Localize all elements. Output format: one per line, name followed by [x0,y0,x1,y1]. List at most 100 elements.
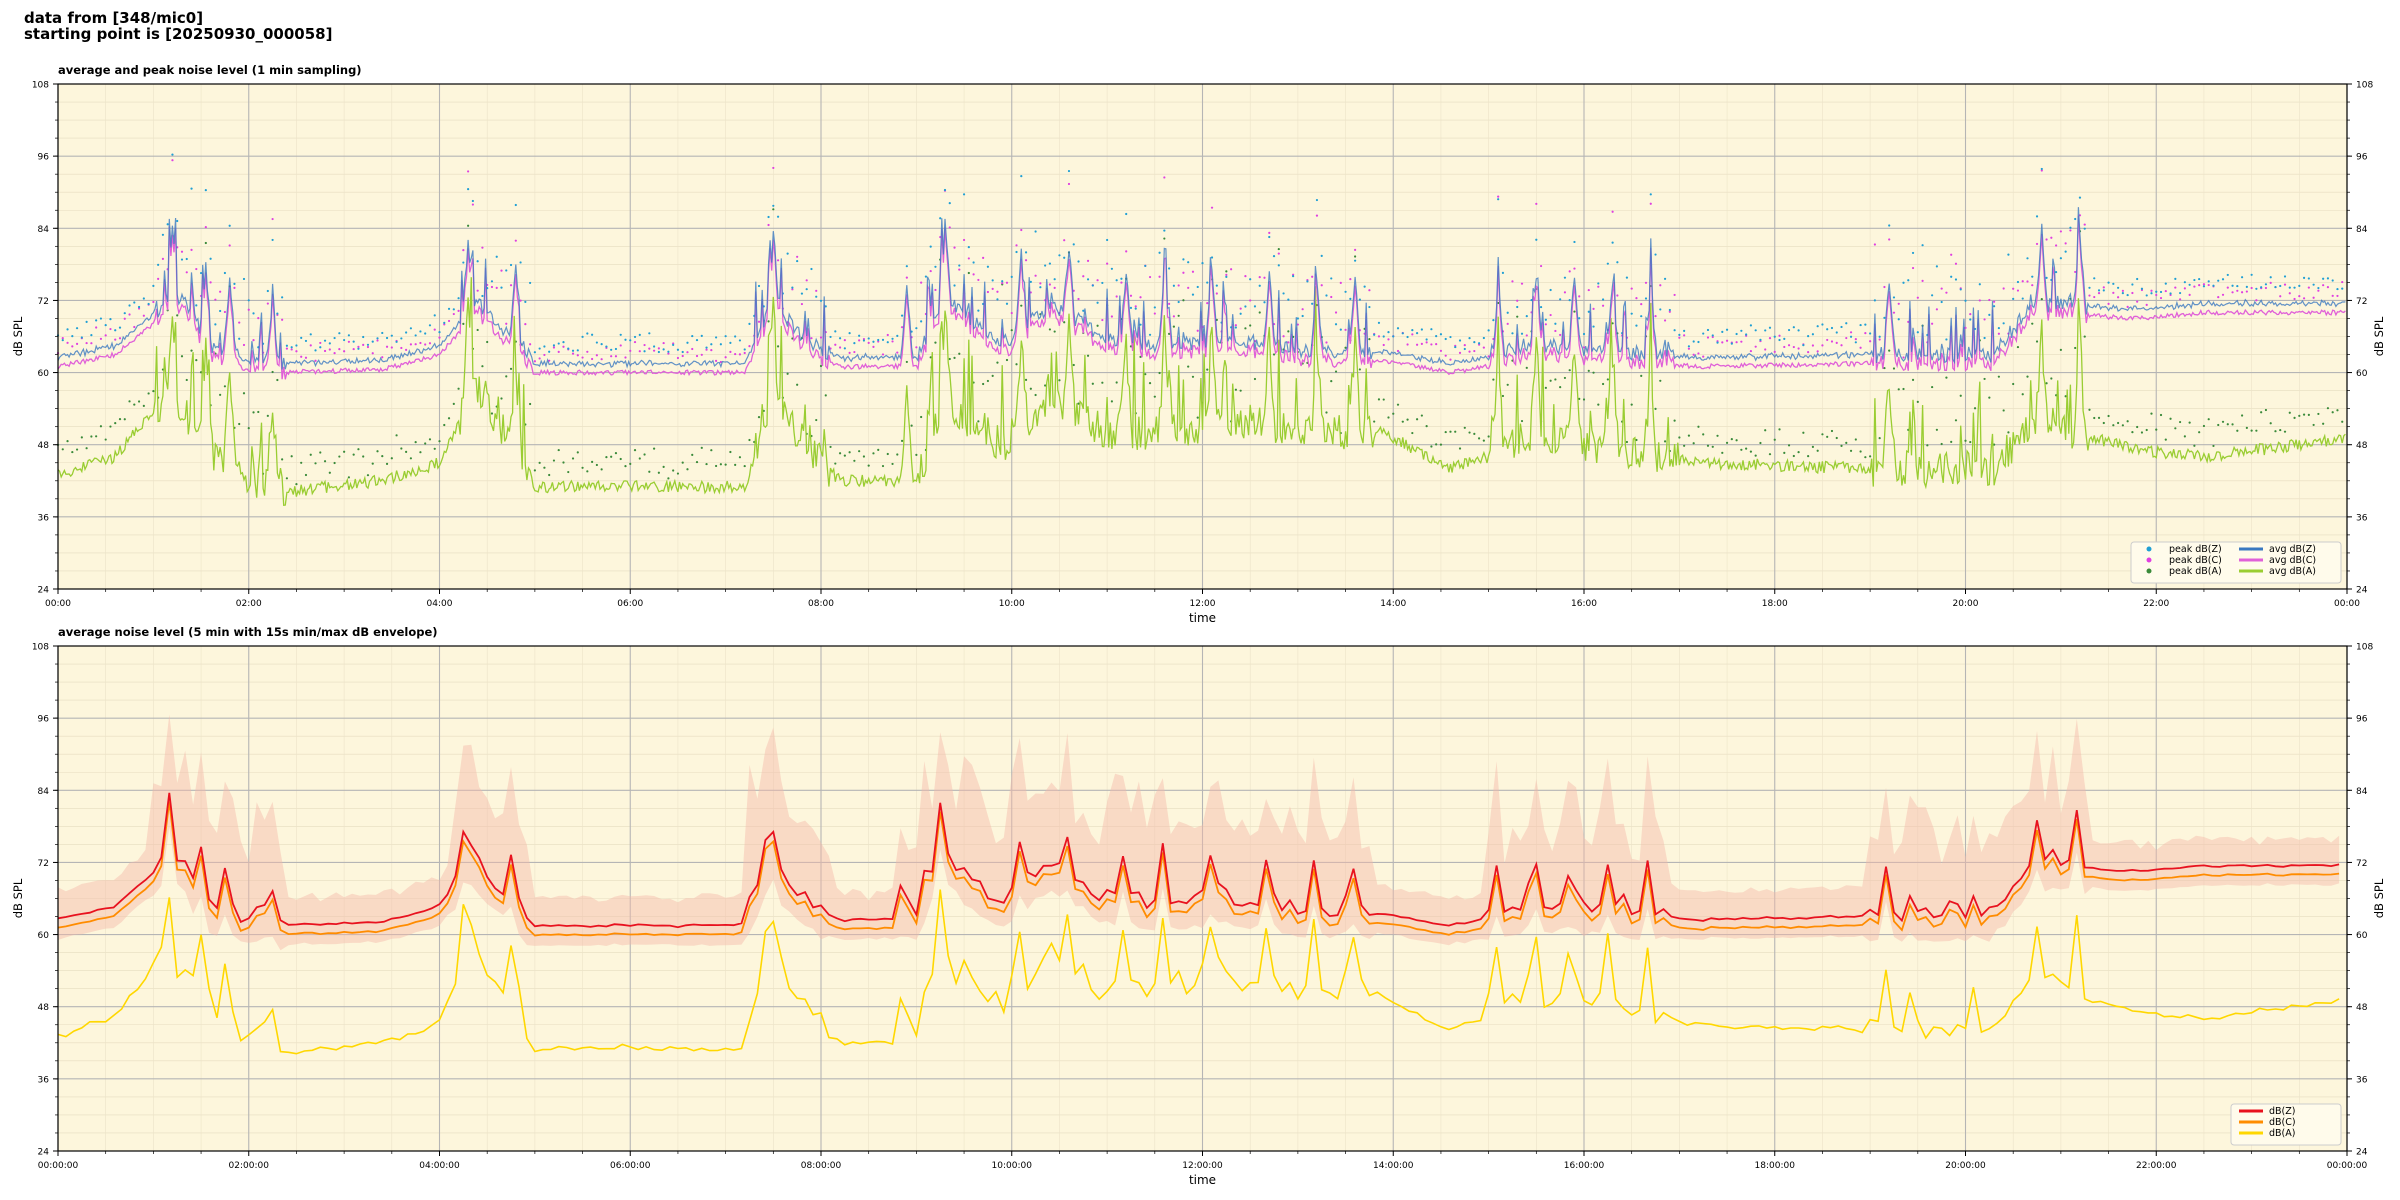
peak-z-point [1024,251,1028,254]
peak-z-point [128,304,131,307]
peak-z-point [61,339,64,342]
chart-title: average noise level (5 min with 15s min/… [58,625,438,639]
peak-a-point [352,453,355,456]
peak-a-point [1091,382,1094,385]
peak-c-point [1754,345,1757,348]
peak-z-point [743,348,746,351]
peak-z-point [1320,254,1323,257]
peak-c-point [242,343,246,347]
peak-z-point [1616,261,1619,264]
y-tick-label: 108 [32,81,49,91]
peak-a-point [643,453,646,456]
peak-a-point [66,440,69,443]
peak-c-point [2178,298,2182,301]
peak-z-point [1425,338,1428,341]
peak-z-point [1125,212,1128,216]
peak-c-point [543,353,546,357]
peak-z-point [1206,281,1209,284]
peak-a-point [99,425,103,428]
peak-z-point [1015,250,1018,254]
peak-c-point [1902,356,1905,359]
peak-a-point [1654,407,1657,410]
peak-z-point [1325,294,1328,297]
peak-a-point [772,208,775,211]
peak-z-point [2183,281,2186,284]
peak-z-point [705,346,708,349]
peak-z-point [1735,332,1738,336]
peak-a-point [2155,428,2158,431]
peak-z-point [1907,279,1910,282]
peak-z-point [180,258,184,261]
peak-z-point [2217,279,2220,282]
peak-a-point [1239,389,1242,392]
peak-c-point [2045,238,2048,241]
peak-z-point [114,329,117,332]
peak-c-point [1954,262,1958,265]
peak-z-point [233,282,236,285]
peak-z-point [1630,312,1633,315]
peak-z-point [2136,277,2139,281]
peak-c-point [314,359,317,362]
peak-z-point [638,333,641,336]
peak-a-point [2245,426,2248,429]
peak-z-point [1778,338,1781,342]
peak-c-point [2088,294,2091,297]
peak-a-point [1683,444,1686,447]
peak-z-point [1311,302,1314,305]
peak-a-point [1754,454,1757,457]
peak-a-point [2088,408,2091,411]
peak-a-point [1258,311,1261,314]
peak-z-point [1749,324,1753,327]
peak-a-point [1072,363,1075,367]
peak-a-point [2031,322,2034,325]
peak-a-point [2264,408,2268,412]
peak-z-point [1497,198,1500,201]
peak-z-point [576,349,579,352]
peak-a-point [953,356,956,359]
peak-z-point [1392,335,1395,338]
peak-a-point [1773,438,1776,441]
peak-a-point [2074,346,2077,350]
peak-a-point [848,451,851,454]
peak-a-point [705,462,708,466]
peak-z-point [977,309,980,312]
peak-z-point [1468,337,1471,340]
peak-a-point [571,457,575,460]
peak-c-point [180,250,184,253]
peak-z-point [242,277,246,281]
peak-c-point [1168,302,1171,306]
peak-a-point [610,455,613,458]
peak-c-point [1578,295,1581,298]
peak-z-point [1678,333,1681,336]
peak-c-point [1039,282,1042,285]
peak-z-point [972,261,975,264]
peak-c-point [1497,195,1500,198]
peak-z-point [805,288,808,291]
envelope-z [58,714,2340,951]
peak-c-point [2174,286,2177,289]
peak-z-point [633,335,637,339]
peak-z-point [2260,286,2263,289]
peak-a-point [1897,388,1900,391]
peak-c-point [2093,295,2096,299]
peak-z-point [1892,296,1896,299]
peak-a-point [133,403,136,406]
peak-a-point [2202,424,2206,428]
x-tick-label: 00:00:00 [38,1161,79,1171]
peak-c-point [1444,354,1447,357]
peak-c-point [371,352,374,355]
peak-a-point [85,447,88,450]
peak-a-point [414,440,417,444]
peak-a-point [1435,443,1438,446]
peak-a-point [2021,393,2024,396]
peak-c-point [967,257,970,260]
peak-c-point [1354,248,1357,251]
legend-marker [2146,546,2152,552]
peak-a-point [1787,444,1791,447]
peak-z-point [204,188,207,192]
peak-z-point [381,331,384,335]
peak-z-point [1268,235,1271,239]
peak-z-point [152,284,155,287]
peak-a-point [290,455,293,458]
series-group-1 [56,153,2346,507]
